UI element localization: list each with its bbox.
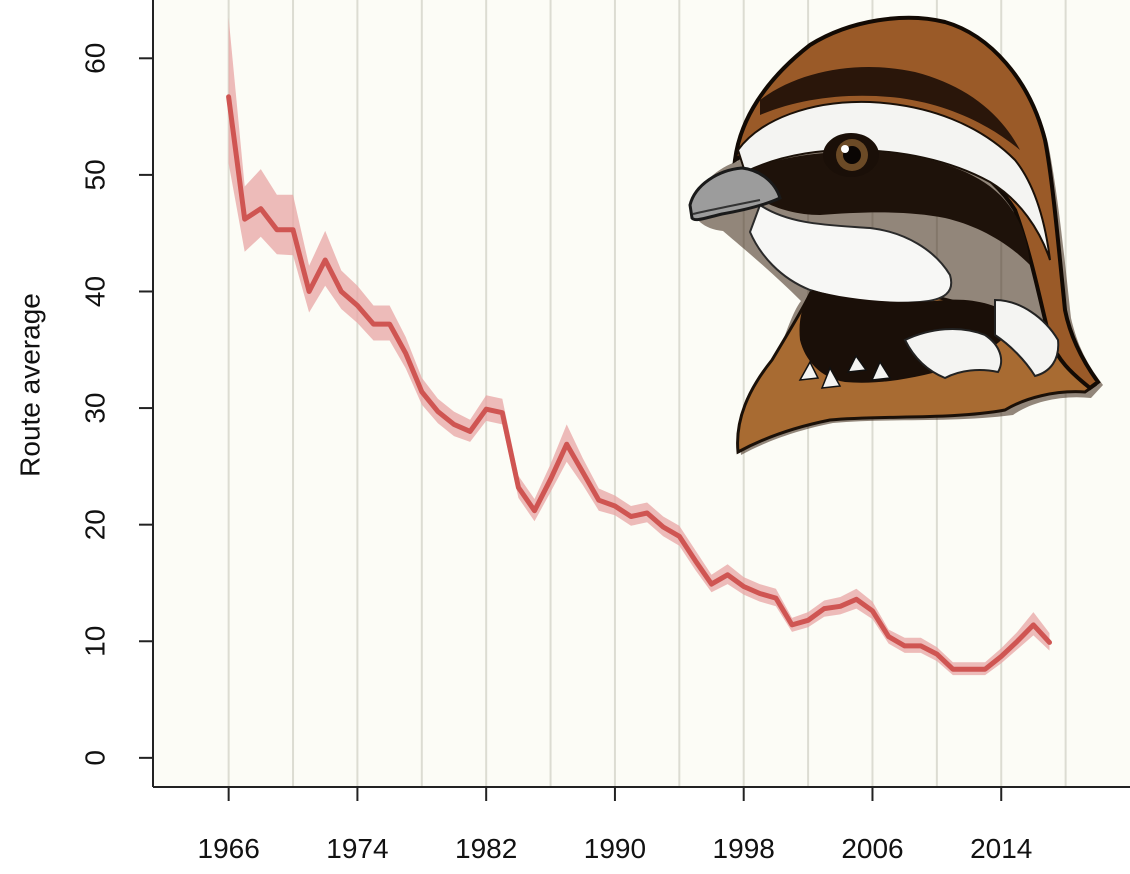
axes bbox=[152, 0, 1130, 788]
y-tick-label: 60 bbox=[80, 43, 111, 74]
x-tick-label: 2014 bbox=[970, 833, 1032, 864]
y-tick-label: 50 bbox=[80, 159, 111, 190]
ticks: 0 10 20 30 40 50 60 1966 1974 1982 1990 1998 2006 201… bbox=[80, 43, 1033, 864]
y-tick-label: 0 bbox=[80, 750, 111, 766]
y-axis-title: Route average bbox=[15, 293, 46, 477]
x-tick-label: 2006 bbox=[841, 833, 903, 864]
x-tick-label: 1998 bbox=[713, 833, 775, 864]
x-tick-label: 1982 bbox=[455, 833, 517, 864]
x-tick-label: 1966 bbox=[198, 833, 260, 864]
y-tick-label: 30 bbox=[80, 393, 111, 424]
trend-line bbox=[226, 94, 1052, 672]
y-tick-label: 40 bbox=[80, 276, 111, 307]
x-tick-label: 1974 bbox=[326, 833, 388, 864]
y-tick-label: 10 bbox=[80, 626, 111, 657]
quail-head-illustration bbox=[688, 15, 1103, 455]
x-tick-label: 1990 bbox=[584, 833, 646, 864]
y-tick-label: 20 bbox=[80, 509, 111, 540]
